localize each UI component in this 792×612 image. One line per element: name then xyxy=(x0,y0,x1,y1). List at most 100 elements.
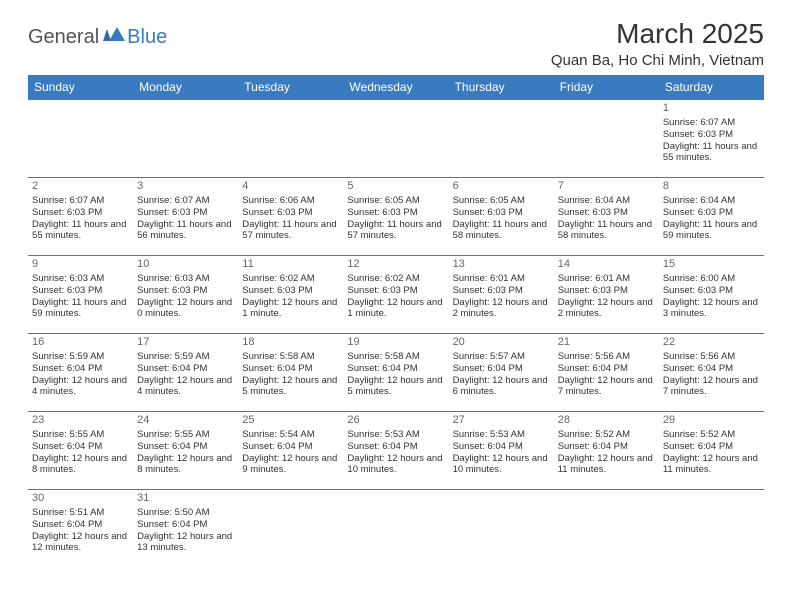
calendar-cell: 30Sunrise: 5:51 AMSunset: 6:04 PMDayligh… xyxy=(28,490,133,568)
daylight-text: Daylight: 11 hours and 57 minutes. xyxy=(242,219,339,243)
day-header: Tuesday xyxy=(238,75,343,100)
day-number: 18 xyxy=(242,336,339,350)
day-number: 11 xyxy=(242,258,339,272)
calendar-cell: 6Sunrise: 6:05 AMSunset: 6:03 PMDaylight… xyxy=(449,178,554,256)
calendar-week-row: 16Sunrise: 5:59 AMSunset: 6:04 PMDayligh… xyxy=(28,334,764,412)
sunset-text: Sunset: 6:04 PM xyxy=(137,519,234,531)
sunrise-text: Sunrise: 5:54 AM xyxy=(242,429,339,441)
daylight-text: Daylight: 11 hours and 59 minutes. xyxy=(663,219,760,243)
daylight-text: Daylight: 12 hours and 4 minutes. xyxy=(137,375,234,399)
calendar-cell: 21Sunrise: 5:56 AMSunset: 6:04 PMDayligh… xyxy=(554,334,659,412)
sunrise-text: Sunrise: 6:04 AM xyxy=(663,195,760,207)
day-number: 28 xyxy=(558,414,655,428)
day-number: 2 xyxy=(32,180,129,194)
calendar-table: SundayMondayTuesdayWednesdayThursdayFrid… xyxy=(28,75,764,568)
sunset-text: Sunset: 6:03 PM xyxy=(32,285,129,297)
calendar-cell: 18Sunrise: 5:58 AMSunset: 6:04 PMDayligh… xyxy=(238,334,343,412)
day-number: 8 xyxy=(663,180,760,194)
daylight-text: Daylight: 12 hours and 6 minutes. xyxy=(453,375,550,399)
sunset-text: Sunset: 6:04 PM xyxy=(242,363,339,375)
calendar-cell xyxy=(238,100,343,178)
sunrise-text: Sunrise: 6:01 AM xyxy=(558,273,655,285)
sunrise-text: Sunrise: 5:50 AM xyxy=(137,507,234,519)
daylight-text: Daylight: 12 hours and 2 minutes. xyxy=(558,297,655,321)
calendar-cell: 23Sunrise: 5:55 AMSunset: 6:04 PMDayligh… xyxy=(28,412,133,490)
day-number: 20 xyxy=(453,336,550,350)
sunset-text: Sunset: 6:03 PM xyxy=(137,285,234,297)
day-number: 9 xyxy=(32,258,129,272)
calendar-cell: 11Sunrise: 6:02 AMSunset: 6:03 PMDayligh… xyxy=(238,256,343,334)
sunrise-text: Sunrise: 5:52 AM xyxy=(558,429,655,441)
day-number: 3 xyxy=(137,180,234,194)
calendar-cell: 29Sunrise: 5:52 AMSunset: 6:04 PMDayligh… xyxy=(659,412,764,490)
sunset-text: Sunset: 6:04 PM xyxy=(453,441,550,453)
day-number: 25 xyxy=(242,414,339,428)
sunset-text: Sunset: 6:04 PM xyxy=(347,441,444,453)
sunrise-text: Sunrise: 6:04 AM xyxy=(558,195,655,207)
calendar-cell: 25Sunrise: 5:54 AMSunset: 6:04 PMDayligh… xyxy=(238,412,343,490)
calendar-cell: 8Sunrise: 6:04 AMSunset: 6:03 PMDaylight… xyxy=(659,178,764,256)
logo-text-blue: Blue xyxy=(127,26,167,49)
daylight-text: Daylight: 12 hours and 5 minutes. xyxy=(242,375,339,399)
calendar-cell: 1Sunrise: 6:07 AMSunset: 6:03 PMDaylight… xyxy=(659,100,764,178)
sunrise-text: Sunrise: 6:05 AM xyxy=(347,195,444,207)
day-number: 10 xyxy=(137,258,234,272)
daylight-text: Daylight: 12 hours and 7 minutes. xyxy=(558,375,655,399)
sunset-text: Sunset: 6:04 PM xyxy=(347,363,444,375)
sunset-text: Sunset: 6:03 PM xyxy=(558,285,655,297)
sunset-text: Sunset: 6:04 PM xyxy=(663,363,760,375)
day-number: 29 xyxy=(663,414,760,428)
daylight-text: Daylight: 11 hours and 59 minutes. xyxy=(32,297,129,321)
calendar-cell: 17Sunrise: 5:59 AMSunset: 6:04 PMDayligh… xyxy=(133,334,238,412)
sunset-text: Sunset: 6:03 PM xyxy=(453,285,550,297)
calendar-cell: 5Sunrise: 6:05 AMSunset: 6:03 PMDaylight… xyxy=(343,178,448,256)
day-number: 17 xyxy=(137,336,234,350)
sunrise-text: Sunrise: 6:02 AM xyxy=(242,273,339,285)
calendar-cell xyxy=(28,100,133,178)
calendar-cell xyxy=(238,490,343,568)
daylight-text: Daylight: 12 hours and 8 minutes. xyxy=(32,453,129,477)
sunrise-text: Sunrise: 5:52 AM xyxy=(663,429,760,441)
header: General Blue March 2025 Quan Ba, Ho Chi … xyxy=(28,18,764,69)
day-number: 1 xyxy=(663,102,760,116)
sunrise-text: Sunrise: 6:07 AM xyxy=(32,195,129,207)
day-number: 24 xyxy=(137,414,234,428)
calendar-cell xyxy=(554,100,659,178)
day-header: Wednesday xyxy=(343,75,448,100)
sunrise-text: Sunrise: 5:55 AM xyxy=(32,429,129,441)
daylight-text: Daylight: 12 hours and 3 minutes. xyxy=(663,297,760,321)
sunrise-text: Sunrise: 5:58 AM xyxy=(242,351,339,363)
calendar-cell xyxy=(449,490,554,568)
daylight-text: Daylight: 12 hours and 13 minutes. xyxy=(137,531,234,555)
calendar-cell: 4Sunrise: 6:06 AMSunset: 6:03 PMDaylight… xyxy=(238,178,343,256)
daylight-text: Daylight: 12 hours and 10 minutes. xyxy=(347,453,444,477)
calendar-cell: 14Sunrise: 6:01 AMSunset: 6:03 PMDayligh… xyxy=(554,256,659,334)
sunrise-text: Sunrise: 5:58 AM xyxy=(347,351,444,363)
sunrise-text: Sunrise: 6:00 AM xyxy=(663,273,760,285)
calendar-cell: 10Sunrise: 6:03 AMSunset: 6:03 PMDayligh… xyxy=(133,256,238,334)
sunset-text: Sunset: 6:03 PM xyxy=(347,207,444,219)
sunrise-text: Sunrise: 5:55 AM xyxy=(137,429,234,441)
daylight-text: Daylight: 11 hours and 58 minutes. xyxy=(558,219,655,243)
calendar-cell: 2Sunrise: 6:07 AMSunset: 6:03 PMDaylight… xyxy=(28,178,133,256)
daylight-text: Daylight: 12 hours and 9 minutes. xyxy=(242,453,339,477)
sunset-text: Sunset: 6:03 PM xyxy=(32,207,129,219)
sunset-text: Sunset: 6:03 PM xyxy=(663,207,760,219)
daylight-text: Daylight: 11 hours and 55 minutes. xyxy=(32,219,129,243)
sunset-text: Sunset: 6:03 PM xyxy=(242,285,339,297)
daylight-text: Daylight: 12 hours and 1 minute. xyxy=(242,297,339,321)
sunset-text: Sunset: 6:04 PM xyxy=(558,363,655,375)
sunrise-text: Sunrise: 5:53 AM xyxy=(453,429,550,441)
day-header: Thursday xyxy=(449,75,554,100)
day-number: 12 xyxy=(347,258,444,272)
sunrise-text: Sunrise: 6:03 AM xyxy=(32,273,129,285)
calendar-cell: 22Sunrise: 5:56 AMSunset: 6:04 PMDayligh… xyxy=(659,334,764,412)
daylight-text: Daylight: 12 hours and 11 minutes. xyxy=(663,453,760,477)
calendar-cell: 20Sunrise: 5:57 AMSunset: 6:04 PMDayligh… xyxy=(449,334,554,412)
day-header-row: SundayMondayTuesdayWednesdayThursdayFrid… xyxy=(28,75,764,100)
sunrise-text: Sunrise: 6:01 AM xyxy=(453,273,550,285)
calendar-cell: 26Sunrise: 5:53 AMSunset: 6:04 PMDayligh… xyxy=(343,412,448,490)
day-number: 26 xyxy=(347,414,444,428)
calendar-cell: 16Sunrise: 5:59 AMSunset: 6:04 PMDayligh… xyxy=(28,334,133,412)
daylight-text: Daylight: 11 hours and 57 minutes. xyxy=(347,219,444,243)
